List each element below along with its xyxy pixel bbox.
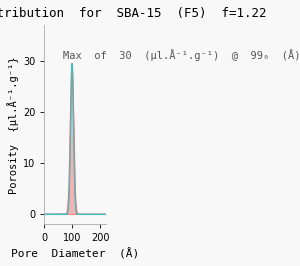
Y-axis label: Porosity  {µl.Å⁻¹.g⁻¹}: Porosity {µl.Å⁻¹.g⁻¹} — [7, 56, 19, 194]
Text: Max  of  30  (µl.Å⁻¹.g⁻¹)  @  99₀  (Å),  FWHM:  14₀  (Å): Max of 30 (µl.Å⁻¹.g⁻¹) @ 99₀ (Å), FWHM: … — [63, 49, 300, 61]
X-axis label: Pore  Diameter  (Å): Pore Diameter (Å) — [11, 248, 139, 259]
Title: Pore  size  distribution  for  SBA-15  (F5)  f=1.22: Pore size distribution for SBA-15 (F5) f… — [0, 7, 266, 20]
